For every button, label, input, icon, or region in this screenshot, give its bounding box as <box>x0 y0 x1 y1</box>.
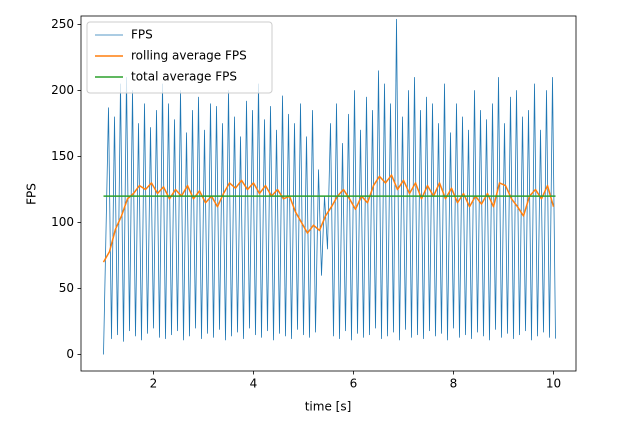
x-tick-label: 6 <box>350 377 358 391</box>
x-tick-label: 10 <box>546 377 561 391</box>
y-tick-label: 100 <box>51 215 74 229</box>
legend-label: FPS <box>131 28 153 42</box>
y-axis-label: FPS <box>25 183 39 205</box>
legend-label: total average FPS <box>131 70 237 84</box>
y-tick-label: 200 <box>51 83 74 97</box>
x-tick-label: 8 <box>450 377 458 391</box>
legend-box <box>86 21 273 94</box>
y-tick-label: 0 <box>66 347 74 361</box>
plot-frame <box>80 15 577 372</box>
series-line <box>102 174 555 263</box>
legend-label: rolling average FPS <box>131 49 247 63</box>
x-tick-label: 2 <box>150 377 158 391</box>
y-tick-label: 150 <box>51 149 74 163</box>
x-tick-label: 4 <box>250 377 258 391</box>
y-tick-label: 250 <box>51 17 74 31</box>
x-axis-label: time [s] <box>305 400 352 414</box>
y-tick-label: 50 <box>59 281 74 295</box>
